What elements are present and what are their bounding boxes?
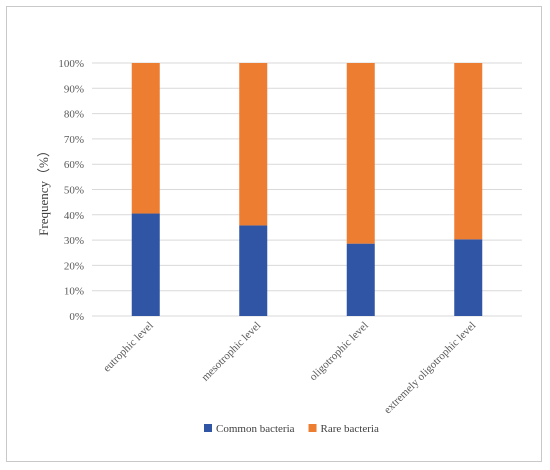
y-tick-label: 20% — [64, 260, 84, 272]
bar-rare — [239, 63, 268, 226]
x-tick-label: oligotrophic level — [307, 320, 371, 384]
legend-label: Rare bacteria — [321, 423, 379, 435]
bar-common — [239, 225, 268, 316]
y-tick-label: 10% — [64, 286, 84, 298]
x-tick-label: mesotrophic level — [199, 320, 263, 384]
legend-swatch — [204, 424, 212, 432]
y-tick-label: 90% — [64, 83, 84, 95]
bar-common — [131, 213, 160, 316]
legend: Common bacteria Rare bacteria — [204, 423, 379, 435]
y-tick-label: 40% — [64, 210, 84, 222]
gridlines — [92, 62, 522, 317]
bar-rare — [454, 63, 483, 240]
y-tick-label: 50% — [64, 185, 84, 197]
bars — [131, 63, 483, 316]
y-tick-label: 70% — [64, 134, 84, 146]
legend-label: Common bacteria — [216, 423, 295, 435]
bar-rare — [346, 63, 375, 244]
legend-swatch — [308, 424, 317, 432]
y-tick-label: 0% — [69, 311, 84, 323]
y-tick-label: 80% — [64, 109, 84, 121]
y-axis-title: Frequency（%） — [36, 144, 51, 236]
bar-common — [454, 239, 483, 316]
chart-frame — [6, 6, 542, 462]
x-tick-label: eutrophic level — [101, 320, 156, 375]
x-tick-labels: eutrophic level mesotrophic level oligotro… — [101, 320, 478, 417]
bar-common — [346, 243, 375, 316]
y-tick-label: 30% — [64, 235, 84, 247]
y-tick-label: 100% — [58, 58, 84, 70]
y-tick-label: 60% — [64, 159, 84, 171]
x-tick-label: extremely oligotrophic level — [382, 320, 479, 417]
bar-rare — [131, 63, 160, 214]
y-tick-labels: 0% 10% 20% 30% 40% 50% 60% 70% 80% 90% 100% — [58, 58, 84, 323]
